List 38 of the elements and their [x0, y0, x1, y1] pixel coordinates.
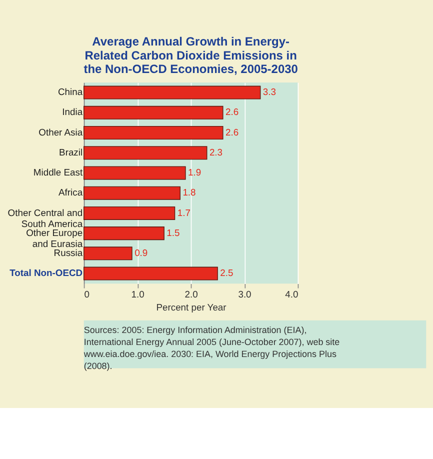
data-label: 2.6 — [225, 126, 239, 138]
bar — [84, 106, 224, 120]
x-tick-label: 0 — [84, 288, 90, 300]
x-tick-label: 3.0 — [238, 288, 252, 300]
data-label: 1.8 — [182, 186, 196, 198]
bar — [84, 126, 224, 140]
y-tick-label: Other Asia — [38, 126, 84, 138]
bar — [84, 206, 176, 220]
y-tick-label: India — [62, 106, 84, 118]
y-tick-label: Russia — [54, 246, 84, 258]
data-label: 1.7 — [177, 206, 190, 218]
chart-title: Average Annual Growth in Energy- Related Carbon Dioxide Emissions in the Non-OECD Economies, 2005-2030 — [84, 34, 298, 76]
x-axis-title: Percent per Year — [156, 302, 226, 313]
data-label: 2.3 — [209, 146, 223, 158]
data-label: 1.9 — [188, 166, 202, 178]
x-tick-label: 2.0 — [184, 288, 198, 300]
data-label: 0.9 — [134, 246, 148, 258]
x-tick-label: 1.0 — [131, 288, 144, 300]
y-tick-label: Total Non-OECD — [10, 267, 83, 278]
bar — [84, 166, 186, 180]
y-tick-label: Other Europe and Eurasia — [26, 226, 84, 249]
bar — [84, 266, 218, 280]
bar — [84, 226, 164, 240]
y-tick-label: China — [58, 86, 84, 98]
x-tick-label: 4.0 — [285, 288, 298, 300]
data-label: 1.5 — [166, 226, 180, 238]
bar — [84, 146, 208, 160]
y-tick-label: Africa — [58, 186, 84, 198]
y-tick-label: Other Central and South America — [8, 206, 84, 229]
bar — [84, 186, 180, 200]
source-note: Sources: 2005: Energy Information Administration (EIA), International Energy Annual 2005 (June-October 2007), web site www.eia.doe.gov/iea. 2030: EIA, World Energy Projections Plus (2008). — [82, 325, 340, 372]
data-label: 3.3 — [262, 86, 276, 98]
data-label: 2.6 — [225, 106, 239, 118]
y-tick-label: Middle East — [33, 166, 83, 178]
bar — [84, 246, 132, 260]
y-tick-label: Brazil — [59, 146, 83, 158]
data-label: 2.5 — [220, 267, 234, 278]
bar — [84, 86, 261, 100]
